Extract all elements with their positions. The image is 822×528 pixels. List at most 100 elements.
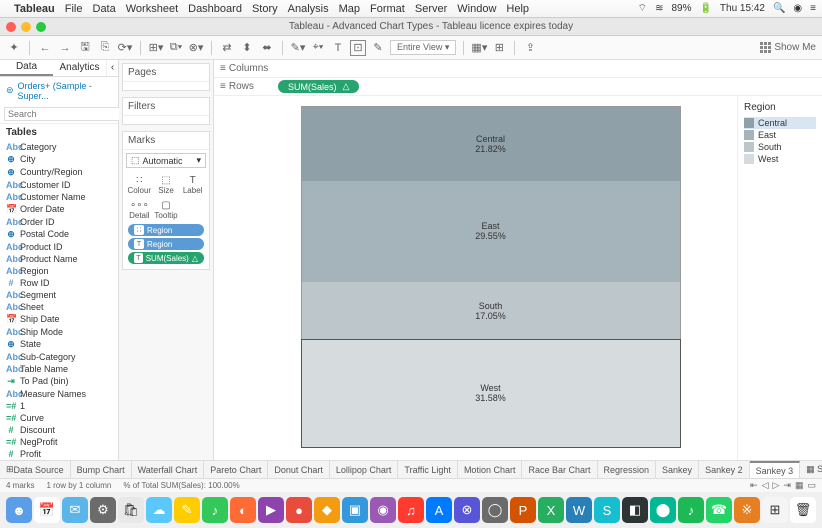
menu-analysis[interactable]: Analysis [288,3,329,15]
dock-app-19[interactable]: X [538,497,564,523]
search-input[interactable] [4,107,129,121]
wifi-signal-icon[interactable]: ≋ [655,3,663,14]
mark-pill-sum-sales-[interactable]: TSUM(Sales)△ [128,252,204,264]
dock-app-3[interactable]: ⚙ [90,497,116,523]
menu-format[interactable]: Format [370,3,405,15]
nav-prev-icon[interactable]: ◁ [762,480,769,491]
fit-selector[interactable]: Entire View ▾ [390,40,456,55]
legend-item-south[interactable]: South [744,141,816,153]
sheet-tab-traffic-light[interactable]: Traffic Light [398,461,458,478]
rows-shelf[interactable]: SUM(Sales)△ [274,79,822,95]
share-icon[interactable]: ⇪ [522,40,538,56]
dock-app-18[interactable]: P [510,497,536,523]
presentation-icon[interactable]: ▦▾ [471,40,487,56]
field-order-id[interactable]: AbcOrder ID [0,216,118,228]
field-product-name[interactable]: AbcProduct Name [0,253,118,265]
dock-app-15[interactable]: A [426,497,452,523]
field-sub-category[interactable]: AbcSub-Category [0,351,118,363]
dock-app-24[interactable]: ♪ [678,497,704,523]
forward-icon[interactable]: → [57,40,73,56]
segment-west[interactable]: West31.58% [302,340,680,447]
field-to-pad-bin-[interactable]: ⇥To Pad (bin) [0,375,118,388]
field-postal-code[interactable]: ⊕Postal Code [0,228,118,241]
mark-detail[interactable]: ∘∘∘Detail [126,197,153,222]
field-ship-mode[interactable]: AbcShip Mode [0,326,118,338]
close-window[interactable] [6,22,16,32]
field-customer-name[interactable]: AbcCustomer Name [0,191,118,203]
sort-desc-icon[interactable]: ⬌ [259,40,275,56]
slideshow-icon[interactable]: ▭ [807,480,816,491]
legend-item-east[interactable]: East [744,129,816,141]
field-table-name[interactable]: AbcTable Name [0,363,118,375]
mark-tooltip[interactable]: ▢Tooltip [153,197,180,222]
zoom-window[interactable] [36,22,46,32]
minimize-window[interactable] [21,22,31,32]
clock[interactable]: Thu 15:42 [720,3,765,14]
mark-pill-region[interactable]: TRegion [128,238,204,250]
back-icon[interactable]: ← [37,40,53,56]
field-category[interactable]: AbcCategory [0,141,118,153]
wifi-icon[interactable]: ⌔ [638,2,647,15]
nav-next-icon[interactable]: ▷ [773,480,780,491]
tab-data[interactable]: Data [0,60,53,76]
labels-icon[interactable]: ⊡ [350,40,366,56]
dock-app-26[interactable]: ※ [734,497,760,523]
highlight-icon[interactable]: ✎▾ [290,40,306,56]
mark-type-selector[interactable]: ⬚Automatic▾ [126,153,206,168]
dock-app-2[interactable]: ✉ [62,497,88,523]
totals-icon[interactable]: T [330,40,346,56]
dock-app-5[interactable]: ☁ [146,497,172,523]
menu-story[interactable]: Story [252,3,278,15]
field-segment[interactable]: AbcSegment [0,289,118,301]
dock-app-21[interactable]: S [594,497,620,523]
new-worksheet-icon[interactable]: ⊞▾ [148,40,164,56]
dock-app-16[interactable]: ⊗ [454,497,480,523]
sheet-tab-motion-chart[interactable]: Motion Chart [458,461,523,478]
pages-shelf[interactable]: Pages [123,64,209,82]
mark-colour[interactable]: ∷Colour [126,172,153,197]
sheet-tab-sankey-3[interactable]: Sankey 3 [750,461,801,478]
sheet-tab-pareto-chart[interactable]: Pareto Chart [204,461,268,478]
dock-app-28[interactable]: 🗑 [790,497,816,523]
menu-dashboard[interactable]: Dashboard [188,3,242,15]
format-icon[interactable]: ✎ [370,40,386,56]
dock-app-17[interactable]: ◯ [482,497,508,523]
columns-shelf[interactable] [274,61,822,77]
menu-window[interactable]: Window [457,3,496,15]
stacked-bar-viz[interactable]: Central21.82%East29.55%South17.05%West31… [301,106,681,448]
cards-icon[interactable]: ⊞ [491,40,507,56]
siri-icon[interactable]: ◉ [793,3,802,14]
menu-worksheet[interactable]: Worksheet [126,3,178,15]
nav-last-icon[interactable]: ⇥ [783,480,791,491]
filters-shelf[interactable]: Filters [123,98,209,116]
segment-central[interactable]: Central21.82% [302,107,680,181]
dock-app-22[interactable]: ◧ [622,497,648,523]
field-state[interactable]: ⊕State [0,338,118,351]
dock-app-20[interactable]: W [566,497,592,523]
notification-icon[interactable]: ≡ [810,3,816,14]
mark-size[interactable]: ⬚Size [153,172,180,197]
menu-help[interactable]: Help [506,3,529,15]
menu-map[interactable]: Map [339,3,360,15]
dock-app-11[interactable]: ◆ [314,497,340,523]
group-icon[interactable]: ⌖▾ [310,40,326,56]
nav-first-icon[interactable]: ⇤ [750,480,758,491]
pane-collapse-icon[interactable]: ‹ [106,60,118,76]
mark-pill-region[interactable]: ∷Region [128,224,204,236]
field-customer-id[interactable]: AbcCustomer ID [0,179,118,191]
menu-server[interactable]: Server [415,3,447,15]
sheet-tab-sankey[interactable]: Sankey [656,461,699,478]
dock-app-1[interactable]: 📅 [34,497,60,523]
new-datasource-icon[interactable]: ⎘ [97,40,113,56]
dock-app-4[interactable]: 🛍 [118,497,144,523]
field-country-region[interactable]: ⊕Country/Region [0,166,118,179]
sheet-tab-bump-chart[interactable]: Bump Chart [71,461,132,478]
duplicate-icon[interactable]: ⧉▾ [168,40,184,56]
field-row-id[interactable]: #Row ID [0,277,118,289]
dock-app-8[interactable]: ◐ [230,497,256,523]
field-region[interactable]: AbcRegion [0,265,118,277]
dock-app-10[interactable]: ● [286,497,312,523]
menu-file[interactable]: File [65,3,83,15]
field-negprofit[interactable]: =#NegProfit [0,436,118,448]
sort-asc-icon[interactable]: ⬍ [239,40,255,56]
